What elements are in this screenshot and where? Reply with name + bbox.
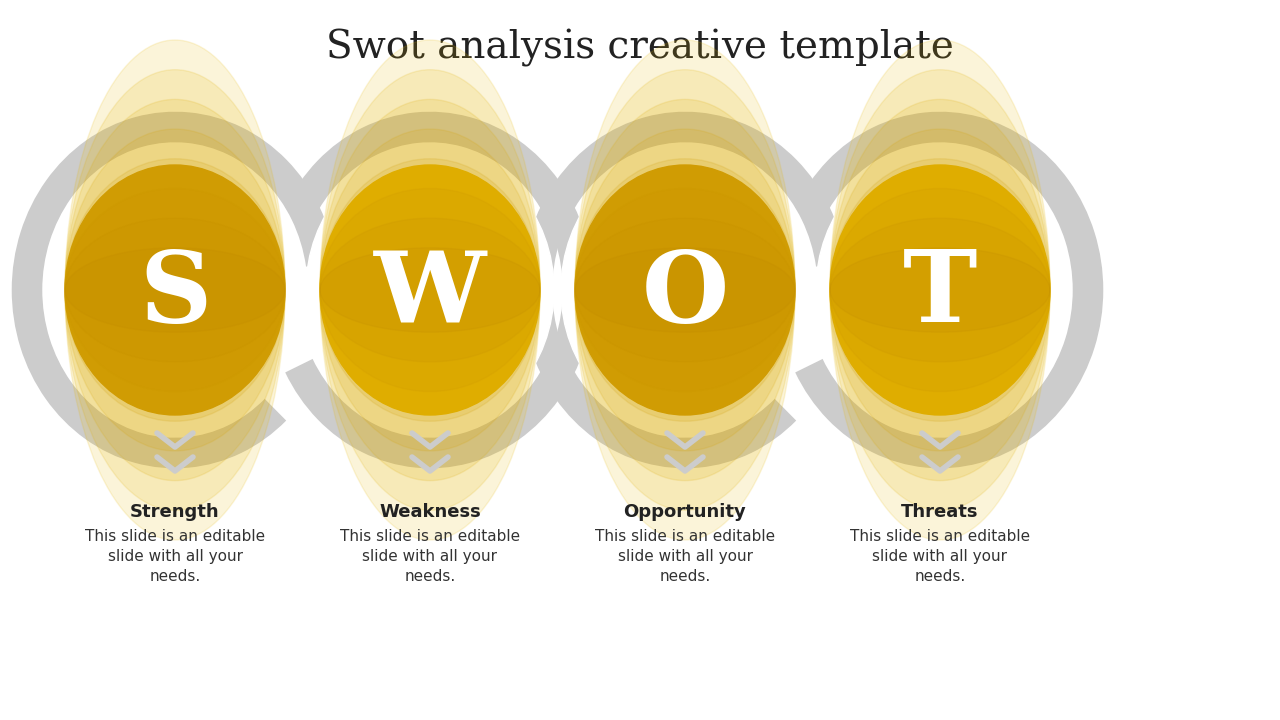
Ellipse shape (575, 189, 795, 392)
Ellipse shape (51, 151, 300, 429)
Ellipse shape (829, 248, 1050, 332)
Ellipse shape (320, 158, 540, 421)
Ellipse shape (829, 189, 1050, 392)
Ellipse shape (575, 158, 795, 421)
Ellipse shape (817, 151, 1064, 429)
Ellipse shape (65, 129, 285, 451)
Ellipse shape (65, 189, 285, 392)
Text: Opportunity: Opportunity (623, 503, 746, 521)
Ellipse shape (829, 165, 1050, 415)
Ellipse shape (561, 151, 809, 429)
Ellipse shape (829, 129, 1050, 451)
Text: This slide is an editable
slide with all your
needs.: This slide is an editable slide with all… (850, 529, 1030, 584)
Ellipse shape (320, 129, 540, 451)
Ellipse shape (320, 165, 540, 415)
Ellipse shape (65, 248, 285, 332)
Ellipse shape (829, 99, 1050, 481)
Ellipse shape (575, 99, 795, 481)
Ellipse shape (65, 40, 285, 540)
Text: This slide is an editable
slide with all your
needs.: This slide is an editable slide with all… (340, 529, 520, 584)
Ellipse shape (575, 70, 795, 510)
Ellipse shape (320, 40, 540, 540)
Ellipse shape (829, 40, 1050, 540)
Ellipse shape (575, 40, 795, 540)
Ellipse shape (829, 218, 1050, 362)
Ellipse shape (829, 70, 1050, 510)
Ellipse shape (65, 99, 285, 481)
Ellipse shape (306, 151, 554, 429)
Text: This slide is an editable
slide with all your
needs.: This slide is an editable slide with all… (595, 529, 776, 584)
Ellipse shape (320, 189, 540, 392)
Ellipse shape (575, 129, 795, 451)
Text: W: W (374, 246, 486, 343)
Ellipse shape (320, 70, 540, 510)
Ellipse shape (320, 248, 540, 332)
Text: O: O (641, 246, 728, 343)
Text: Strength: Strength (131, 503, 220, 521)
Ellipse shape (829, 158, 1050, 421)
Ellipse shape (65, 165, 285, 415)
Ellipse shape (575, 218, 795, 362)
Ellipse shape (65, 218, 285, 362)
Text: This slide is an editable
slide with all your
needs.: This slide is an editable slide with all… (84, 529, 265, 584)
Text: S: S (138, 246, 211, 343)
Ellipse shape (65, 158, 285, 421)
Text: Threats: Threats (901, 503, 979, 521)
Text: Swot analysis creative template: Swot analysis creative template (326, 29, 954, 67)
Text: Weakness: Weakness (379, 503, 481, 521)
Ellipse shape (575, 248, 795, 332)
Ellipse shape (575, 165, 795, 415)
Ellipse shape (320, 218, 540, 362)
Ellipse shape (320, 99, 540, 481)
Ellipse shape (65, 70, 285, 510)
Text: T: T (902, 246, 977, 343)
